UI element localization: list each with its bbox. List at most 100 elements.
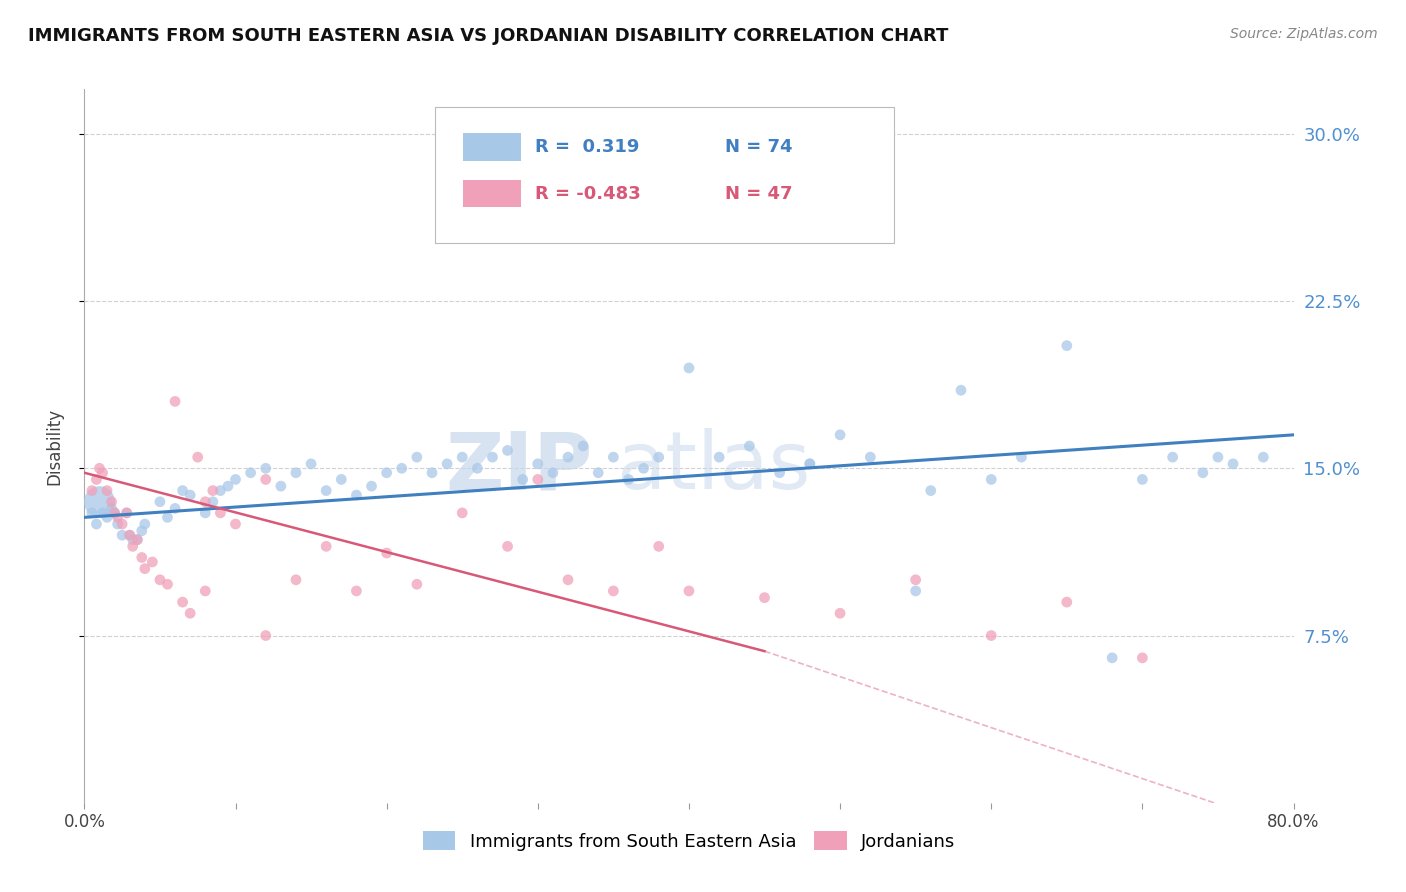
Point — [315, 539, 337, 553]
Point — [104, 506, 127, 520]
Point — [346, 488, 368, 502]
Point — [467, 461, 489, 475]
Point — [406, 450, 429, 464]
Point — [131, 524, 153, 538]
Point — [80, 483, 103, 498]
Point — [239, 466, 262, 480]
Point — [134, 516, 156, 531]
Text: N = 74: N = 74 — [725, 138, 793, 156]
Point — [91, 506, 114, 520]
Point — [315, 483, 337, 498]
Point — [678, 583, 700, 598]
Point — [512, 473, 534, 487]
Point — [299, 457, 322, 471]
Point — [830, 607, 852, 621]
Point — [375, 466, 398, 480]
Point — [904, 583, 927, 598]
Point — [179, 488, 201, 502]
Point — [709, 450, 731, 464]
Point — [330, 473, 353, 487]
Point — [172, 483, 194, 498]
Point — [830, 427, 852, 442]
Point — [678, 360, 700, 375]
Point — [980, 628, 1002, 642]
Point — [115, 506, 138, 520]
Point — [1011, 450, 1033, 464]
Text: N = 47: N = 47 — [725, 186, 793, 203]
Point — [194, 494, 217, 508]
Point — [602, 583, 624, 598]
Point — [1130, 651, 1153, 665]
Point — [127, 533, 149, 547]
Text: Source: ZipAtlas.com: Source: ZipAtlas.com — [1230, 27, 1378, 41]
Text: R = -0.483: R = -0.483 — [536, 186, 641, 203]
Point — [225, 516, 247, 531]
Point — [391, 461, 413, 475]
Point — [1056, 338, 1078, 352]
Point — [648, 450, 671, 464]
Point — [1056, 595, 1078, 609]
Point — [420, 466, 443, 480]
Point — [375, 546, 398, 560]
Point — [270, 479, 292, 493]
Point — [602, 450, 624, 464]
Point — [104, 506, 127, 520]
Point — [541, 466, 564, 480]
Point — [254, 628, 277, 642]
Point — [107, 516, 129, 531]
Point — [86, 516, 108, 531]
Point — [134, 562, 156, 576]
Text: ZIP: ZIP — [444, 428, 592, 507]
Point — [799, 457, 821, 471]
Point — [738, 439, 761, 453]
Point — [156, 577, 179, 591]
Point — [131, 550, 153, 565]
Point — [950, 384, 973, 398]
Text: atlas: atlas — [616, 428, 811, 507]
Legend: Immigrants from South Eastern Asia, Jordanians: Immigrants from South Eastern Asia, Jord… — [415, 824, 963, 858]
Point — [346, 583, 368, 598]
Point — [100, 494, 122, 508]
Point — [209, 483, 232, 498]
Point — [179, 607, 201, 621]
Point — [209, 506, 232, 520]
FancyBboxPatch shape — [434, 107, 894, 243]
Point — [588, 466, 610, 480]
Point — [633, 461, 655, 475]
Point — [980, 473, 1002, 487]
Point — [1161, 450, 1184, 464]
Point — [1192, 466, 1215, 480]
Point — [451, 450, 474, 464]
Point — [1101, 651, 1123, 665]
Point — [187, 450, 209, 464]
Point — [165, 501, 187, 516]
Point — [1130, 473, 1153, 487]
Point — [165, 394, 187, 409]
Point — [406, 577, 429, 591]
Bar — [463, 180, 520, 207]
Point — [80, 506, 103, 520]
Point — [115, 506, 138, 520]
Point — [111, 516, 134, 531]
Point — [107, 510, 129, 524]
Point — [436, 457, 458, 471]
Point — [799, 457, 821, 471]
Point — [254, 461, 277, 475]
Point — [118, 528, 141, 542]
Point — [859, 450, 882, 464]
Point — [89, 494, 111, 508]
Point — [527, 457, 550, 471]
Point — [121, 539, 143, 553]
Point — [557, 573, 579, 587]
Point — [201, 494, 224, 508]
Point — [285, 466, 308, 480]
Text: IMMIGRANTS FROM SOUTH EASTERN ASIA VS JORDANIAN DISABILITY CORRELATION CHART: IMMIGRANTS FROM SOUTH EASTERN ASIA VS JO… — [28, 27, 949, 45]
Point — [451, 506, 474, 520]
Point — [648, 539, 671, 553]
Point — [91, 466, 114, 480]
Point — [285, 573, 308, 587]
Point — [496, 539, 519, 553]
Point — [96, 510, 118, 524]
Point — [225, 473, 247, 487]
Point — [769, 466, 792, 480]
